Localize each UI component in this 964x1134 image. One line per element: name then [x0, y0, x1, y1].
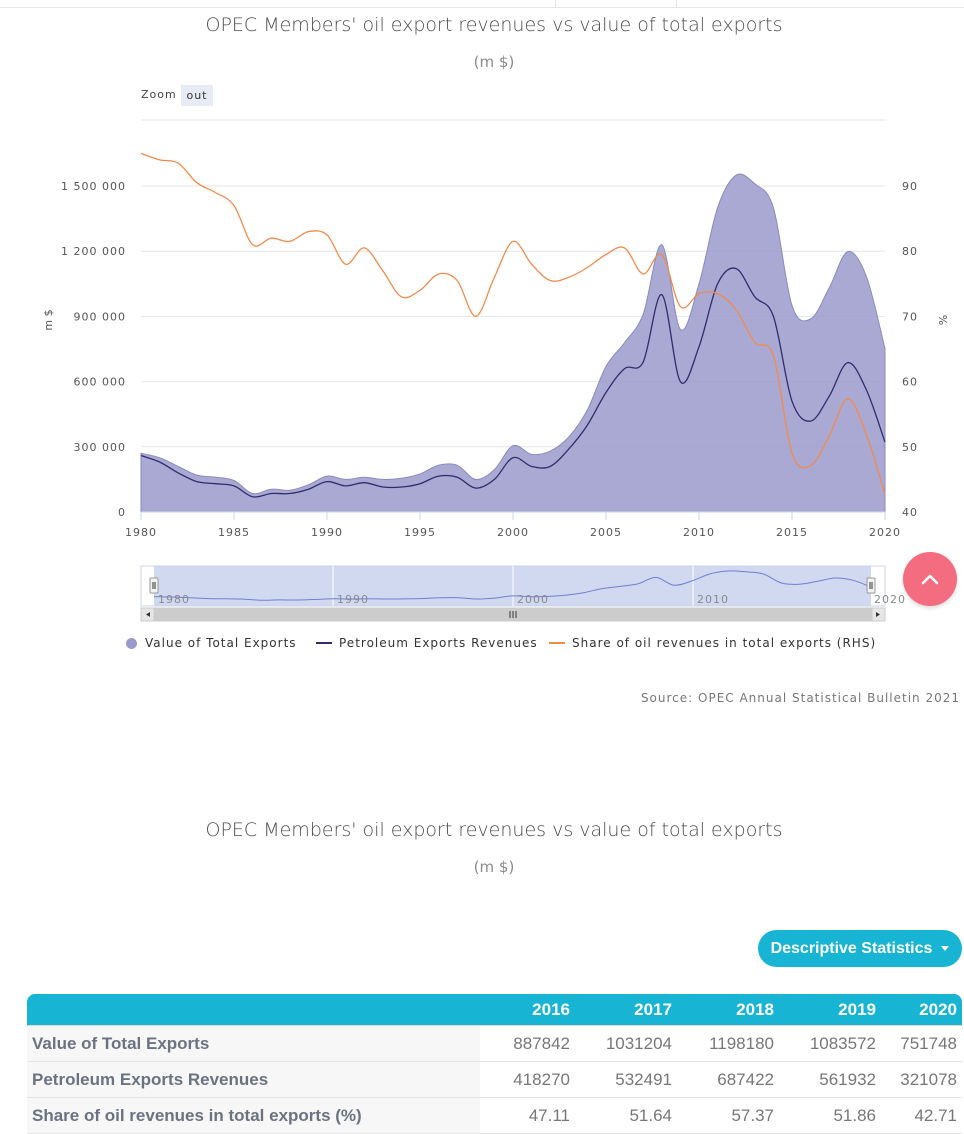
- y-left-tick-label: 0: [118, 506, 126, 519]
- table-header-label: [27, 994, 480, 1025]
- table-header-year: 2018: [677, 994, 779, 1025]
- navigator-tick-label: 2010: [697, 593, 729, 606]
- y-left-tick-label: 1 500 000: [61, 180, 126, 193]
- table-header-year: 2020: [881, 994, 962, 1025]
- top-tab[interactable]: [555, 0, 677, 7]
- series-area-total-exports: [140, 173, 886, 513]
- scroll-to-top-button[interactable]: [903, 552, 957, 606]
- table-cell: 418270: [480, 1062, 575, 1098]
- table-row: Share of oil revenues in total exports (…: [27, 1098, 962, 1134]
- y-left-tick-label: 1 200 000: [61, 245, 126, 258]
- table-subtitle: (m $): [473, 858, 515, 876]
- y-right-tick-label: 70: [902, 310, 918, 323]
- series-line-oil-share: [140, 152, 886, 495]
- table-cell: 1083572: [779, 1025, 881, 1062]
- row-label: Value of Total Exports: [27, 1025, 480, 1062]
- row-label: Petroleum Exports Revenues: [27, 1062, 480, 1098]
- source-note: Source: OPEC Annual Statistical Bulletin…: [640, 691, 960, 705]
- legend-item-petroleum-revenues[interactable]: Petroleum Exports Revenues: [316, 636, 538, 650]
- caret-down-icon: [941, 946, 950, 951]
- scrollbar-right-arrow[interactable]: [871, 607, 886, 622]
- table-cell: 887842: [480, 1025, 575, 1062]
- legend-symbol: [549, 642, 565, 644]
- legend-symbol: [316, 642, 332, 644]
- arrow-right-icon: [876, 612, 880, 617]
- navigator-tick-label: 2020: [874, 593, 906, 606]
- table-cell: 47.11: [480, 1098, 575, 1134]
- navigator-tick-label: 2000: [517, 593, 549, 606]
- table-cell: 751748: [881, 1025, 962, 1062]
- descriptive-statistics-button[interactable]: Descriptive Statistics: [758, 930, 962, 967]
- legend-label: Petroleum Exports Revenues: [339, 636, 538, 650]
- row-label: Share of oil revenues in total exports (…: [27, 1098, 480, 1134]
- chart-subtitle: (m $): [473, 53, 515, 71]
- x-tick-label: 2000: [497, 526, 529, 539]
- legend-label: Value of Total Exports: [145, 636, 297, 650]
- chevron-up-icon: [921, 574, 939, 585]
- x-tick-label: 2010: [683, 526, 715, 539]
- legend-label: Share of oil revenues in total exports (…: [572, 636, 877, 650]
- table-header-year: 2019: [779, 994, 881, 1025]
- y-right-tick-label: 90: [902, 180, 918, 193]
- y-left-tick-label: 900 000: [74, 310, 127, 323]
- chart-title: OPEC Members' oil export revenues vs val…: [205, 14, 783, 36]
- y-right-tick-label: 80: [902, 245, 918, 258]
- x-tick-label: 1990: [311, 526, 343, 539]
- navigator-tick-label: 1990: [337, 593, 369, 606]
- data-table: 2016 2017 2018 2019 2020 Value of Total …: [27, 994, 962, 1134]
- x-tick-label: 2015: [776, 526, 808, 539]
- legend-item-oil-share[interactable]: Share of oil revenues in total exports (…: [549, 636, 876, 650]
- series-line-petroleum-revenues: [140, 267, 886, 498]
- navigator-handle-box: [866, 577, 876, 594]
- table-row: Value of Total Exports 887842 1031204 11…: [27, 1025, 962, 1062]
- legend-item-total-exports[interactable]: Value of Total Exports: [126, 636, 297, 650]
- x-tick-label: 1995: [404, 526, 436, 539]
- arrow-left-icon: [146, 612, 150, 617]
- table-cell: 1031204: [575, 1025, 677, 1062]
- x-tick-label: 2005: [590, 526, 622, 539]
- navigator-handle-box: [149, 577, 159, 594]
- navigator-tick-label: 1980: [158, 593, 190, 606]
- table-cell: 321078: [881, 1062, 962, 1098]
- table-cell: 51.86: [779, 1098, 881, 1134]
- navigator-handle-left[interactable]: [149, 577, 159, 594]
- descriptive-statistics-label: Descriptive Statistics: [770, 939, 933, 957]
- table-header-row: 2016 2017 2018 2019 2020: [27, 994, 962, 1025]
- table-header-year: 2017: [575, 994, 677, 1025]
- x-tick-label: 2020: [869, 526, 901, 539]
- y-left-axis-title: m $: [42, 309, 55, 330]
- y-right-axis-title: %: [936, 315, 949, 325]
- top-bar: [0, 0, 964, 8]
- navigator[interactable]: 1980 1990 2000 2010 2020: [0, 560, 964, 626]
- table-cell: 532491: [575, 1062, 677, 1098]
- table-title: OPEC Members' oil export revenues vs val…: [205, 819, 783, 841]
- table-cell: 57.37: [677, 1098, 779, 1134]
- y-right-tick-label: 40: [902, 506, 918, 519]
- zoom-label: Zoom: [141, 88, 177, 101]
- x-tick-label: 1985: [218, 526, 250, 539]
- table-cell: 687422: [677, 1062, 779, 1098]
- table-header-year: 2016: [480, 994, 575, 1025]
- main-chart[interactable]: 0 300 000 600 000 900 000 1 200 000 1 500 000…: [0, 110, 964, 550]
- table-cell: 1198180: [677, 1025, 779, 1062]
- y-right-tick-label: 50: [902, 441, 918, 454]
- table-cell: 42.71: [881, 1098, 962, 1134]
- y-left-tick-label: 600 000: [74, 376, 127, 389]
- table-row: Petroleum Exports Revenues 418270 532491…: [27, 1062, 962, 1098]
- table-cell: 561932: [779, 1062, 881, 1098]
- zoom-out-button[interactable]: out: [181, 85, 213, 106]
- table-cell: 51.64: [575, 1098, 677, 1134]
- scrollbar-left-arrow[interactable]: [140, 607, 155, 622]
- navigator-series-line: [153, 570, 872, 601]
- y-left-tick-label: 300 000: [74, 441, 127, 454]
- navigator-handle-right[interactable]: [866, 577, 876, 594]
- legend-symbol: [126, 637, 137, 649]
- y-right-tick-label: 60: [902, 376, 918, 389]
- x-tick-label: 1980: [125, 526, 157, 539]
